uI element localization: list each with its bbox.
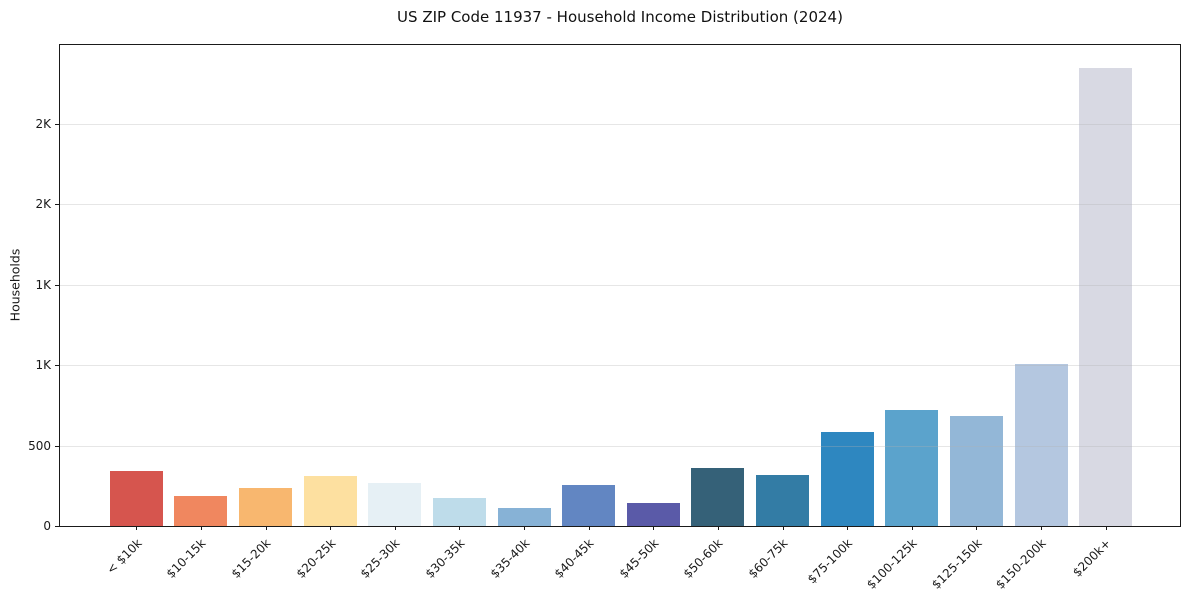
x-tick-label-text: $30-35k xyxy=(422,536,468,581)
bar xyxy=(1014,364,1068,526)
bar xyxy=(109,470,163,526)
x-tick-label-text: $60-75k xyxy=(745,536,791,581)
x-tick-mark xyxy=(200,526,202,530)
bar xyxy=(368,482,422,526)
y-axis-label: Households xyxy=(7,248,23,322)
x-tick-mark xyxy=(265,526,267,530)
gridline xyxy=(60,284,1180,286)
bar xyxy=(174,495,228,526)
bar xyxy=(756,475,810,526)
y-tick-label: 500 xyxy=(28,438,51,453)
x-tick-mark xyxy=(782,526,784,530)
x-tick-mark xyxy=(588,526,590,530)
x-tick-label-text: $25-30k xyxy=(357,536,403,581)
x-tick-mark xyxy=(330,526,332,530)
bar xyxy=(691,468,745,526)
x-tick-label-text: $150-200k xyxy=(993,536,1050,590)
chart-title: US ZIP Code 11937 - Household Income Dis… xyxy=(397,8,843,26)
x-tick-label-text: $35-40k xyxy=(487,536,533,581)
x-tick-label-text: $45-50k xyxy=(616,536,662,581)
x-tick-mark xyxy=(524,526,526,530)
x-tick-mark xyxy=(717,526,719,530)
x-tick-mark xyxy=(459,526,461,530)
x-tick-mark xyxy=(394,526,396,530)
x-tick-label-text: $20-25k xyxy=(293,536,339,581)
gridline xyxy=(60,204,1180,206)
bar xyxy=(949,415,1003,526)
gridline xyxy=(60,365,1180,367)
x-tick-mark xyxy=(1041,526,1043,530)
x-tick-label-text: $10-15k xyxy=(164,536,209,581)
bar xyxy=(432,498,486,526)
plot-area: 0 500 1K 1K 2K 2K < $10k $10-15k $15-20k $20-25k $… xyxy=(28,44,1181,590)
x-tick-mark xyxy=(1105,526,1107,530)
y-tick-mark xyxy=(55,284,59,286)
bar xyxy=(497,508,551,526)
x-tick-mark xyxy=(847,526,849,530)
x-tick-label-text: $100-125k xyxy=(864,536,920,590)
x-tick-mark xyxy=(653,526,655,530)
y-tick-label: 1K xyxy=(35,277,51,292)
bar xyxy=(303,476,357,526)
bar xyxy=(562,484,616,526)
x-tick-mark xyxy=(976,526,978,530)
gridline xyxy=(60,445,1180,447)
x-tick-label-text: $125-150k xyxy=(928,536,985,590)
gridline xyxy=(60,123,1180,125)
y-tick-mark xyxy=(55,204,59,206)
bar xyxy=(885,409,939,526)
y-tick-mark xyxy=(55,526,59,527)
x-tick-label-text: $15-20k xyxy=(228,536,274,581)
bar xyxy=(820,431,874,526)
x-tick-label-text: < $10k xyxy=(103,536,145,577)
x-tick-mark xyxy=(136,526,138,530)
y-tick-label: 2K xyxy=(35,116,51,131)
x-tick-mark xyxy=(911,526,913,530)
x-tick-label-text: $75-100k xyxy=(804,536,856,587)
y-tick-label: 0 xyxy=(43,519,51,533)
y-tick-mark xyxy=(55,365,59,367)
x-tick-label-text: $200k+ xyxy=(1070,536,1114,580)
x-tick-label-text: $50-60k xyxy=(681,536,726,581)
x-tick-label-text: $40-45k xyxy=(551,536,597,581)
y-tick-label: 2K xyxy=(35,197,51,212)
bar xyxy=(239,488,293,526)
y-tick-mark xyxy=(55,123,59,125)
y-tick-mark xyxy=(55,445,59,447)
y-tick-label: 1K xyxy=(35,358,51,373)
bar xyxy=(626,502,680,526)
bar xyxy=(1079,68,1133,526)
